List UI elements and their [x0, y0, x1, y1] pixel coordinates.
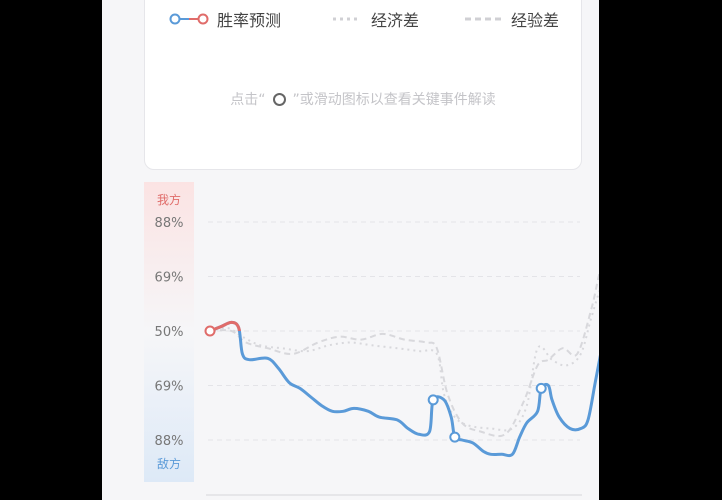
- legend-xp-diff-label: 经验差: [511, 11, 560, 30]
- win-rate-line-enemy: [209, 320, 599, 458]
- legend-gold-diff-label: 经济差: [371, 11, 420, 30]
- y-tick-label: 69%: [155, 271, 184, 286]
- xp-diff-line-icon: [465, 17, 501, 21]
- key-event-marker[interactable]: [204, 325, 216, 337]
- enemy-side-label: 敌方: [157, 456, 181, 471]
- hint-suffix: ”或滑动图标以查看关键事件解读: [292, 92, 496, 108]
- legend-card: 胜率预测 经济差 经验差 点击“ ”或滑动图标以查看关键事件解读: [144, 0, 582, 170]
- legend-xp-diff: 经验差: [463, 7, 559, 31]
- legend-win-rate: 胜率预测: [169, 7, 281, 31]
- ours-side-label: 我方: [157, 192, 181, 207]
- key-event-marker[interactable]: [427, 394, 439, 406]
- ours-side-band: [144, 182, 194, 332]
- hint-prefix: 点击“: [230, 92, 266, 108]
- win-rate-line-ours: [209, 320, 241, 331]
- marker-ring-icon: [272, 92, 286, 106]
- win-rate-chart[interactable]: 我方 敌方 88% 69% 50% 69% 88%: [102, 0, 599, 500]
- y-tick-label: 88%: [155, 216, 184, 231]
- y-tick-label: 50%: [155, 325, 184, 340]
- app-screen: 胜率预测 经济差 经验差 点击“ ”或滑动图标以查看关键事件解读: [102, 0, 599, 500]
- y-tick-label: 69%: [155, 380, 184, 395]
- xp-diff-line: [209, 271, 599, 438]
- key-event-marker[interactable]: [449, 431, 461, 443]
- key-event-marker[interactable]: [535, 382, 547, 394]
- hint-text: 点击“ ”或滑动图标以查看关键事件解读: [145, 89, 581, 109]
- y-tick-label: 88%: [155, 434, 184, 449]
- gold-diff-line: [209, 289, 599, 432]
- legend-gold-diff: 经济差: [331, 7, 419, 31]
- win-rate-line-icon: [169, 13, 209, 25]
- gold-diff-line-icon: [333, 17, 361, 21]
- legend-win-rate-label: 胜率预测: [217, 11, 282, 30]
- enemy-side-band: [144, 332, 194, 482]
